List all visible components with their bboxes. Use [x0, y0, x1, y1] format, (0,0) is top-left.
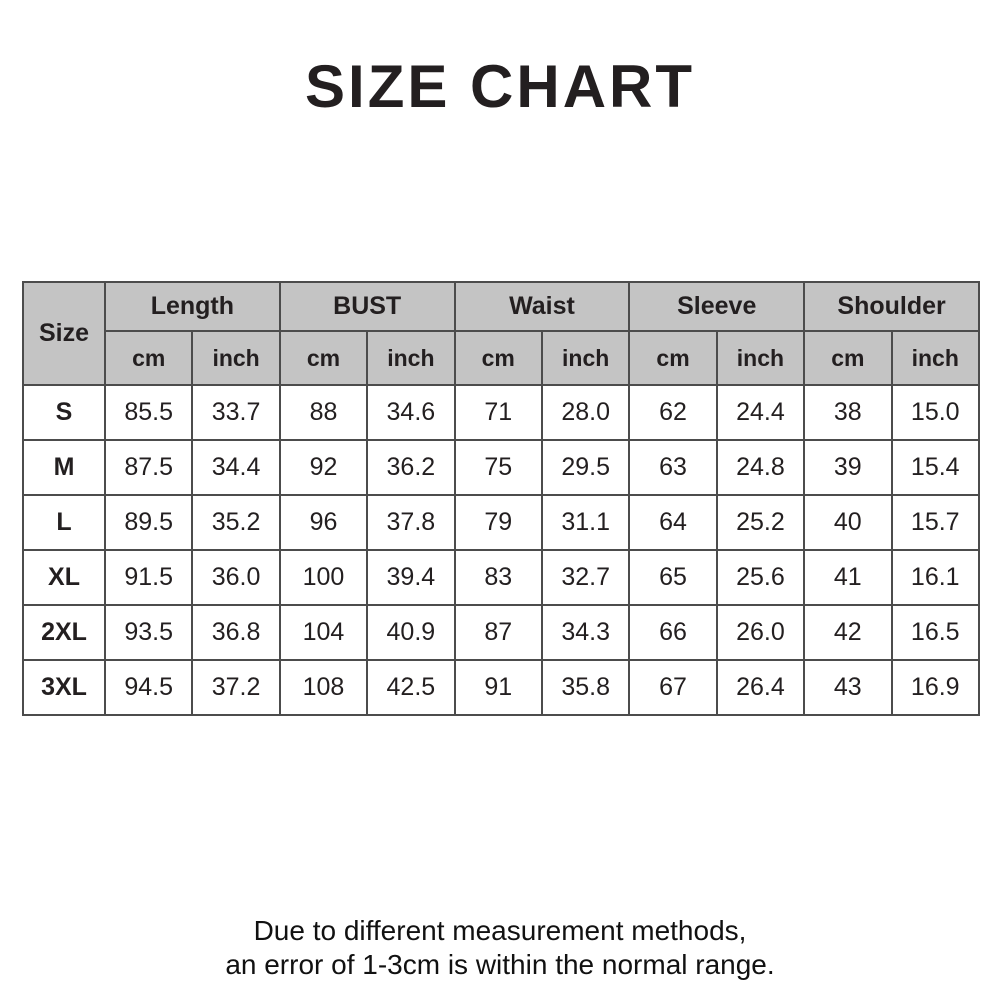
value-cell: 24.8: [715, 439, 806, 496]
value-cell: 42: [803, 604, 893, 661]
size-label-cell: 3XL: [22, 659, 106, 716]
value-cell: 15.4: [890, 439, 981, 496]
value-cell: 26.0: [715, 604, 806, 661]
value-cell: 16.5: [890, 604, 981, 661]
unit-cm: cm: [103, 330, 194, 386]
value-cell: 31.1: [540, 494, 631, 551]
unit-cm: cm: [278, 330, 369, 386]
unit-inch: inch: [715, 330, 806, 386]
value-cell: 34.3: [540, 604, 631, 661]
unit-inch: inch: [366, 330, 456, 386]
value-cell: 64: [628, 494, 718, 551]
table-row: XL 91.5 36.0 100 39.4 83 32.7 65 25.6 41 16.1: [22, 549, 981, 606]
value-cell: 37.8: [366, 494, 456, 551]
value-cell: 87.5: [103, 439, 194, 496]
value-cell: 37.2: [191, 659, 281, 716]
table-row: 3XL 94.5 37.2 108 42.5 91 35.8 67 26.4 43 16.9: [22, 659, 981, 716]
value-cell: 62: [628, 384, 718, 441]
size-label-cell: XL: [22, 549, 106, 606]
value-cell: 38: [803, 384, 893, 441]
size-table-body: S 85.5 33.7 88 34.6 71 28.0 62 24.4 38 15.0 M 87.5 34…: [22, 384, 981, 716]
value-cell: 85.5: [103, 384, 194, 441]
value-cell: 108: [278, 659, 369, 716]
value-cell: 43: [803, 659, 893, 716]
unit-cm: cm: [803, 330, 893, 386]
unit-inch: inch: [890, 330, 981, 386]
value-cell: 100: [278, 549, 369, 606]
size-label-cell: S: [22, 384, 106, 441]
table-row: S 85.5 33.7 88 34.6 71 28.0 62 24.4 38 15.0: [22, 384, 981, 441]
value-cell: 92: [278, 439, 369, 496]
value-cell: 40.9: [366, 604, 456, 661]
value-cell: 75: [453, 439, 543, 496]
value-cell: 25.2: [715, 494, 806, 551]
value-cell: 35.2: [191, 494, 281, 551]
value-cell: 16.1: [890, 549, 981, 606]
header-length: Length: [104, 281, 281, 332]
value-cell: 35.8: [540, 659, 631, 716]
size-table-header: Size Length BUST Waist Sleeve Shoulder c…: [22, 281, 981, 386]
table-row: L 89.5 35.2 96 37.8 79 31.1 64 25.2 40 15.7: [22, 494, 981, 551]
size-table: Size Length BUST Waist Sleeve Shoulder c…: [22, 281, 981, 716]
size-label-cell: 2XL: [22, 604, 106, 661]
header-group-row: Size Length BUST Waist Sleeve Shoulder: [22, 281, 980, 386]
value-cell: 83: [453, 549, 543, 606]
value-cell: 93.5: [103, 604, 194, 661]
value-cell: 42.5: [366, 659, 456, 716]
value-cell: 15.0: [890, 384, 981, 441]
value-cell: 25.6: [715, 549, 806, 606]
table-row: 2XL 93.5 36.8 104 40.9 87 34.3 66 26.0 42 16.5: [22, 604, 981, 661]
table-row: M 87.5 34.4 92 36.2 75 29.5 63 24.8 39 15.4: [22, 439, 981, 496]
value-cell: 65: [628, 549, 718, 606]
value-cell: 67: [628, 659, 718, 716]
header-bust: BUST: [278, 281, 456, 332]
value-cell: 89.5: [103, 494, 194, 551]
header-shoulder: Shoulder: [803, 281, 980, 332]
value-cell: 63: [628, 439, 718, 496]
value-cell: 71: [453, 384, 543, 441]
value-cell: 32.7: [540, 549, 631, 606]
value-cell: 39: [803, 439, 893, 496]
footer-line-2: an error of 1-3cm is within the normal r…: [225, 949, 775, 981]
value-cell: 36.2: [366, 439, 456, 496]
value-cell: 96: [278, 494, 369, 551]
value-cell: 28.0: [540, 384, 631, 441]
unit-inch: inch: [540, 330, 631, 386]
value-cell: 91.5: [103, 549, 194, 606]
value-cell: 40: [803, 494, 893, 551]
value-cell: 87: [453, 604, 543, 661]
size-label-cell: L: [22, 494, 106, 551]
value-cell: 94.5: [103, 659, 194, 716]
unit-inch: inch: [191, 330, 281, 386]
value-cell: 34.6: [366, 384, 456, 441]
value-cell: 91: [453, 659, 543, 716]
value-cell: 33.7: [191, 384, 281, 441]
value-cell: 41: [803, 549, 893, 606]
header-size: Size: [22, 281, 106, 386]
value-cell: 104: [278, 604, 369, 661]
value-cell: 88: [278, 384, 369, 441]
value-cell: 26.4: [715, 659, 806, 716]
value-cell: 36.8: [191, 604, 281, 661]
footer-note: Due to different measurement methods, an…: [0, 914, 1000, 982]
header-sleeve: Sleeve: [628, 281, 806, 332]
page-title: SIZE CHART: [305, 53, 695, 120]
value-cell: 16.9: [890, 659, 981, 716]
value-cell: 66: [628, 604, 718, 661]
value-cell: 34.4: [191, 439, 281, 496]
value-cell: 39.4: [366, 549, 456, 606]
value-cell: 15.7: [890, 494, 981, 551]
value-cell: 24.4: [715, 384, 806, 441]
unit-cm: cm: [453, 330, 543, 386]
header-waist: Waist: [453, 281, 631, 332]
value-cell: 79: [453, 494, 543, 551]
header-unit-row: cm inch cm inch cm inch cm inch cm inch: [23, 330, 981, 386]
footer-line-1: Due to different measurement methods,: [253, 915, 747, 946]
size-label-cell: M: [22, 439, 106, 496]
value-cell: 36.0: [191, 549, 281, 606]
unit-cm: cm: [628, 330, 718, 386]
value-cell: 29.5: [540, 439, 631, 496]
